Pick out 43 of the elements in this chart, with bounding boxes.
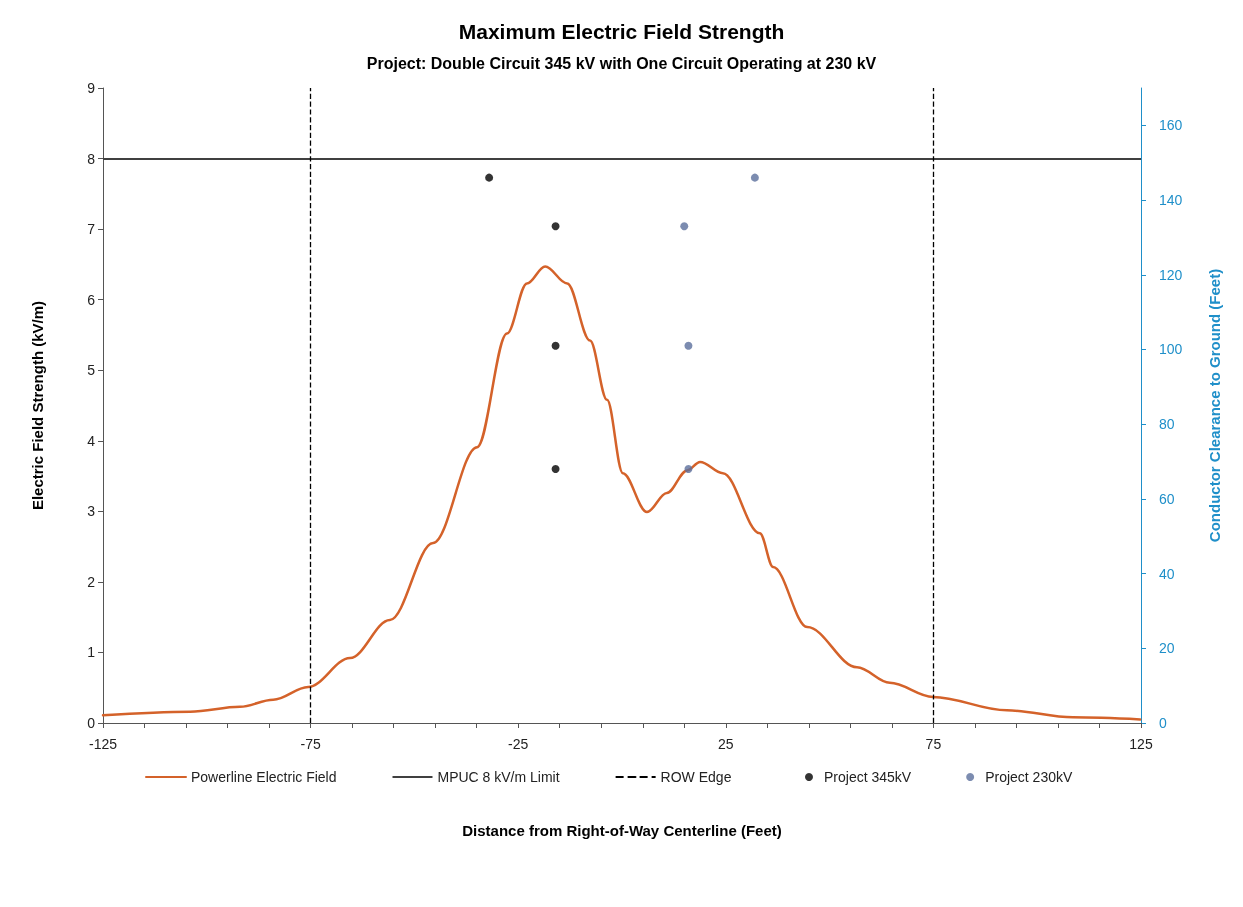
x-tick-label: 125 [1129,736,1153,752]
y2-tick-label: 140 [1159,192,1183,209]
legend-label: MPUC 8 kV/m Limit [437,769,560,785]
x-tick-label: 25 [718,736,734,752]
y-tick-label: 2 [87,573,96,590]
y-axis-title: Electric Field Strength (kV/m) [29,300,46,511]
y2-tick-label: 60 [1159,490,1175,507]
point [551,465,560,473]
y-tick-label: 8 [87,150,96,167]
y2-tick-label: 40 [1159,565,1175,582]
y2-axis-title: Conductor Clearance to Ground (Feet) [1206,268,1223,543]
point [684,465,693,473]
y-tick-label: 6 [87,291,96,308]
x-tick-label: -25 [508,736,529,752]
point [750,173,759,182]
point [684,341,693,350]
y-tick-label: 4 [87,432,96,449]
point [485,173,494,182]
legend-label: Powerline Electric Field [191,769,337,785]
x-tick-label: -125 [88,736,118,752]
y-tick-label: 3 [87,503,96,520]
y2-tick-label: 160 [1159,117,1183,134]
y2-tick-label: 20 [1159,640,1175,657]
chart-subtitle: Project: Double Circuit 345 kV with One Circuit Operating at 230 kV [366,54,877,72]
x-tick-label: -75 [300,736,321,752]
chart-title: Maximum Electric Field Strength [458,20,785,43]
y2-tick-label: 100 [1159,341,1183,358]
y2-tick-label: 80 [1159,416,1175,433]
legend-label: Project 230kV [985,769,1073,785]
point [680,222,689,231]
y-tick-label: 9 [87,80,96,96]
y-tick-label: 1 [87,644,96,661]
legend-label: ROW Edge [660,769,732,785]
y2-tick-label: 0 [1159,715,1167,731]
x-tick-label: 75 [925,736,942,752]
y-tick-label: 5 [87,362,96,379]
y-tick-label: 7 [87,221,96,238]
x-axis-title: Distance from Right-of-Way Centerline (Feet) [462,822,782,839]
point [551,341,560,350]
point [551,222,560,231]
y2-tick-label: 120 [1159,266,1183,283]
y-tick-label: 0 [87,715,96,731]
legend-label: Project 345kV [824,769,912,785]
